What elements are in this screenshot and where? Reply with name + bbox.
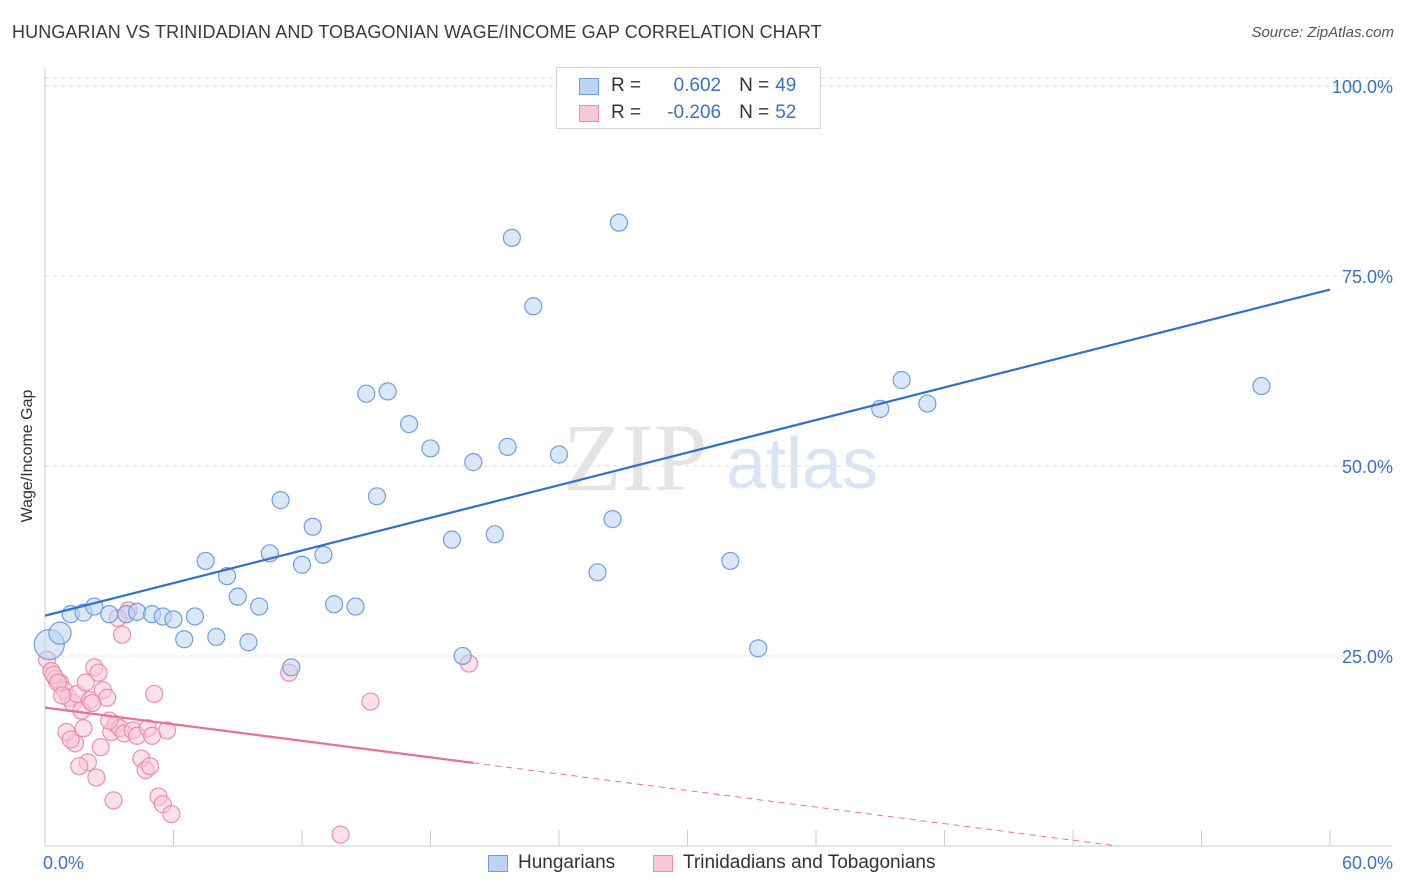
stats-row-trinidadians: R = -0.206 N = 52	[579, 100, 796, 126]
data-point-hungarians	[292, 555, 312, 574]
data-point-hungarians	[314, 545, 333, 564]
y-tick-label: 50.0%	[1342, 457, 1393, 477]
data-point-hungarians	[175, 630, 194, 649]
y-tick-label: 100.0%	[1332, 77, 1393, 97]
data-point-hungarians	[918, 394, 937, 413]
data-point-trinidadians	[87, 768, 106, 787]
data-point-hungarians	[325, 595, 344, 614]
data-point-hungarians	[367, 487, 387, 506]
r-label: R =	[611, 102, 642, 123]
chart-legend: Hungarians Trinidadians and Tobagonians	[0, 852, 1406, 878]
tick-labels: 25.0% 50.0% 75.0% 100.0% 0.0% 60.0%	[43, 77, 1393, 873]
n-label: N =	[739, 75, 770, 96]
r-value: -0.206	[667, 102, 722, 123]
data-point-hungarians	[498, 437, 517, 456]
legend-label-hungarians: Hungarians	[518, 852, 616, 873]
data-point-hungarians	[464, 453, 483, 472]
data-point-trinidadians	[91, 738, 110, 757]
n-label: N =	[739, 102, 770, 123]
y-tick-label: 25.0%	[1342, 647, 1393, 667]
data-point-hungarians	[271, 491, 290, 510]
data-point-trinidadians	[74, 719, 93, 738]
data-point-hungarians	[357, 384, 376, 403]
n-value: 49	[775, 75, 797, 96]
data-point-hungarians	[378, 382, 397, 401]
source-credit: Source: ZipAtlas.com	[1251, 24, 1394, 41]
x-tick-label: 0.0%	[43, 853, 84, 873]
data-point-hungarians	[588, 563, 607, 582]
trend-line-trinidadians-extension	[473, 762, 1122, 846]
data-point-hungarians	[399, 414, 419, 434]
x-tick-label: 60.0%	[1342, 853, 1393, 873]
axes	[44, 68, 1392, 847]
y-tick-label: 75.0%	[1342, 267, 1393, 287]
data-point-hungarians	[100, 605, 119, 624]
data-point-trinidadians	[83, 693, 102, 713]
data-point-trinidadians	[61, 730, 80, 749]
data-point-hungarians	[196, 551, 215, 571]
data-point-hungarians	[48, 621, 72, 645]
data-point-hungarians	[164, 610, 183, 629]
r-label: R =	[611, 75, 642, 96]
data-point-trinidadians	[104, 791, 123, 810]
data-point-trinidadians	[145, 684, 164, 704]
data-point-hungarians	[228, 587, 247, 606]
legend-label-trinidadians: Trinidadians and Tobagonians	[683, 852, 936, 873]
data-point-hungarians	[892, 370, 911, 390]
data-point-trinidadians	[142, 726, 162, 745]
trinidadians-swatch	[579, 104, 599, 122]
data-point-hungarians	[485, 525, 504, 544]
r-value: 0.602	[673, 75, 722, 96]
data-point-hungarians	[346, 597, 365, 616]
trend-line-hungarians	[45, 288, 1331, 617]
legend-item-trinidadians: Trinidadians and Tobagonians	[653, 852, 935, 874]
data-point-hungarians	[721, 551, 740, 571]
legend-swatch-trinidadians	[653, 854, 673, 872]
chart-title: HUNGARIAN VS TRINIDADIAN AND TOBAGONIAN …	[12, 22, 822, 42]
data-point-trinidadians	[361, 692, 380, 711]
legend-swatch-hungarians	[488, 854, 508, 872]
data-point-hungarians	[239, 633, 258, 652]
hungarians-swatch	[579, 77, 599, 95]
series-trinidadians-points	[38, 601, 479, 844]
data-point-hungarians	[502, 228, 521, 247]
gridlines	[45, 77, 1392, 657]
data-point-hungarians	[217, 567, 237, 586]
data-point-hungarians	[453, 646, 472, 666]
data-point-trinidadians	[140, 757, 160, 776]
data-point-hungarians	[524, 297, 543, 316]
data-point-hungarians	[207, 627, 226, 647]
correlation-stats-box: R = 0.602 N = 49 R = -0.206 N = 52	[556, 67, 821, 129]
data-point-trinidadians	[70, 757, 89, 776]
watermark: ZIP atlas	[563, 404, 878, 511]
data-point-hungarians	[282, 658, 301, 677]
data-point-hungarians	[749, 639, 768, 658]
stats-row-hungarians: R = 0.602 N = 49	[579, 73, 796, 99]
data-point-hungarians	[1252, 376, 1271, 396]
data-point-hungarians	[442, 530, 462, 549]
data-point-hungarians	[250, 597, 269, 616]
data-point-trinidadians	[331, 825, 350, 844]
data-point-hungarians	[609, 213, 629, 232]
series-hungarians-points	[33, 213, 1271, 677]
data-point-hungarians	[421, 439, 440, 458]
data-point-hungarians	[127, 602, 147, 621]
watermark-zip: ZIP	[563, 404, 707, 511]
data-point-hungarians	[549, 445, 569, 464]
data-point-trinidadians	[89, 663, 108, 682]
n-value: 52	[775, 102, 797, 123]
data-point-trinidadians	[112, 625, 132, 644]
data-point-hungarians	[303, 517, 322, 536]
data-point-trinidadians	[162, 804, 181, 824]
data-point-hungarians	[603, 510, 622, 529]
trend-line-trinidadians	[45, 706, 474, 764]
trend-lines	[45, 288, 1331, 846]
data-point-trinidadians	[53, 686, 72, 705]
data-point-hungarians	[185, 607, 205, 626]
data-point-trinidadians	[76, 673, 95, 692]
legend-item-hungarians: Hungarians	[488, 852, 615, 874]
